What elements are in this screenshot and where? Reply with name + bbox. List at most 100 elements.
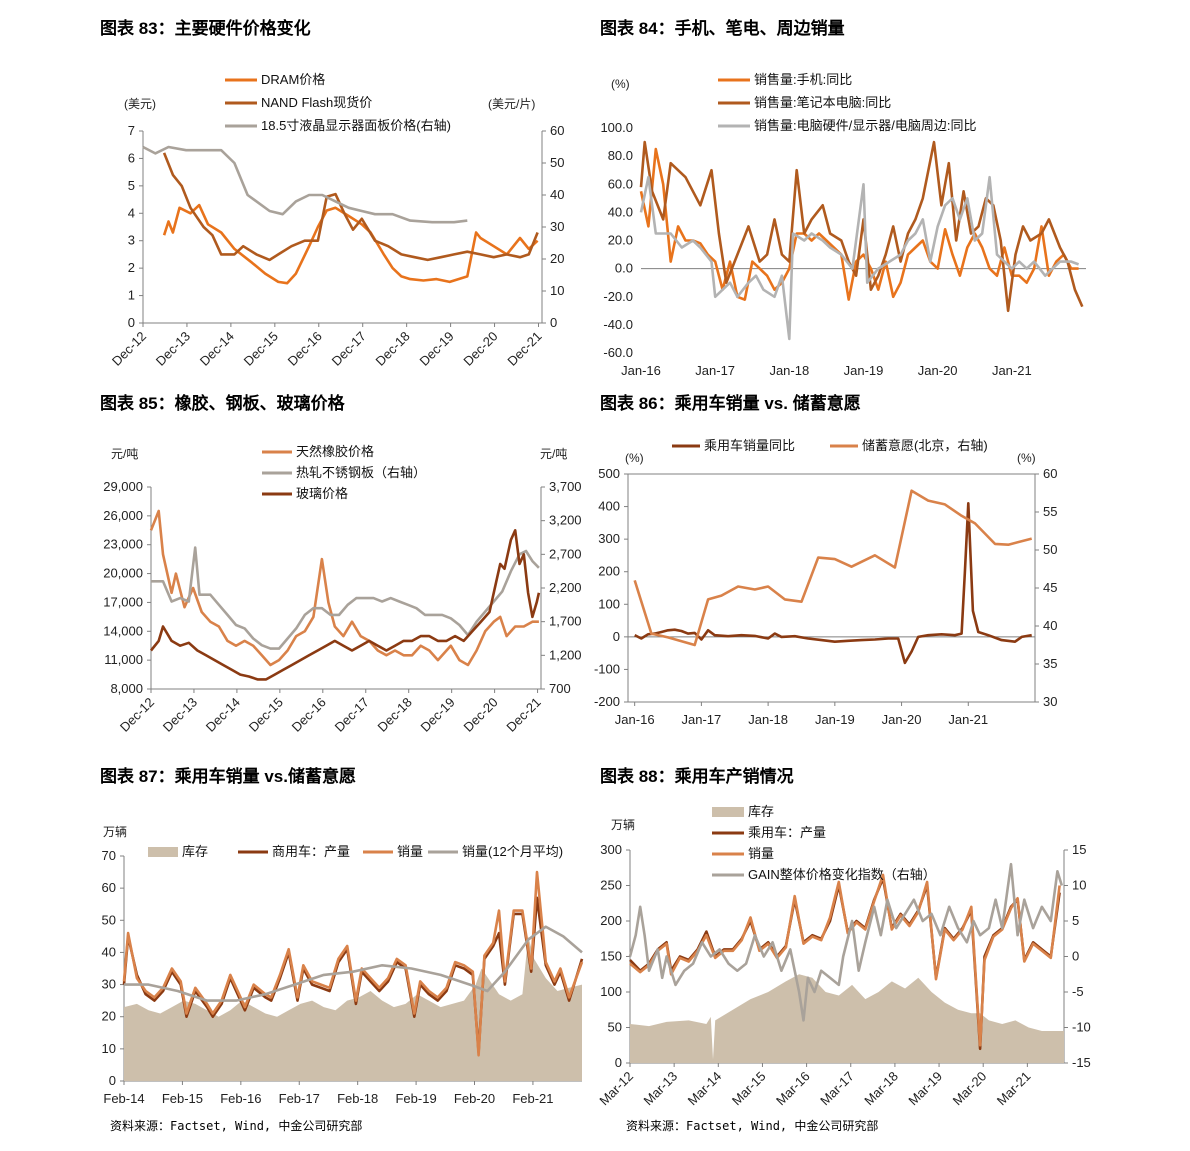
chart-84-title: 图表 84：手机、笔电、周边销量 [600,19,845,38]
c87-y-tick-label: 70 [102,848,116,863]
c88-y-tick-label: 0 [615,1055,622,1070]
c85-x-tick-label: Dec-19 [418,695,458,735]
c88-x-tick-label: Mar-18 [861,1069,901,1109]
c85-y2-tick-label: 1,200 [549,647,582,662]
c83-y2-tick-label: 20 [550,251,564,266]
c83-y2-tick-label: 0 [550,315,557,330]
c83-y-tick-label: 5 [128,178,135,193]
c85-right-unit: 元/吨 [540,447,567,461]
c83-y-tick-label: 1 [128,288,135,303]
c87-legend-label: 商用车：产量 [272,844,350,859]
c87-y-tick-label: 40 [102,944,116,959]
c84-y-tick-label: 80.0 [608,148,633,163]
c86-y2-tick-label: 55 [1043,504,1057,519]
c87-legend-label: 库存 [182,844,208,859]
c88-legend-label: 销量 [748,846,774,861]
c83-y-tick-label: 2 [128,260,135,275]
c88-x-tick-label: Mar-21 [994,1069,1034,1109]
c88-x-tick-label: Mar-15 [729,1069,769,1109]
c84-legend-label: 销售量:笔记本电脑:同比 [754,95,891,110]
c87-legend-label: 销量(12个月平均) [462,844,563,859]
c87-legend-label: 销量 [397,844,423,859]
chart-86-title: 图表 86：乘用车销量 vs. 储蓄意愿 [600,394,861,413]
c84-y-tick-label: -20.0 [603,289,633,304]
c86-y-tick-label: 200 [598,564,620,579]
c85-legend-label: 玻璃价格 [296,486,348,501]
c88-legend-label: 乘用车：产量 [748,825,826,840]
c88-series-2-line [628,862,1064,1022]
c84-y-tick-label: 20.0 [608,233,633,248]
c83-series-1-line [162,152,539,262]
c87-x-tick-label: Feb-19 [395,1091,436,1106]
c83-x-tick-label: Dec-19 [416,329,456,369]
c84-x-tick-label: Jan-20 [918,363,958,378]
c86-x-tick-label: Jan-17 [682,712,722,727]
c84-x-tick-label: Jan-19 [844,363,884,378]
c85-y2-tick-label: 2,700 [549,546,582,561]
c85-legend-label: 热轧不锈钢板（右轴） [296,465,426,480]
c85-y-tick-label: 29,000 [103,479,143,494]
c84-y-tick-label: 40.0 [608,204,633,219]
c84-legend-label: 销售量:手机:同比 [754,72,852,87]
c83-x-tick-label: Dec-21 [504,329,544,369]
c85-x-tick-label: Dec-16 [289,695,329,735]
c85-y-tick-label: 14,000 [103,623,143,638]
source-note-right: 资料来源：Factset, Wind, 中金公司研究部 [626,1119,879,1133]
c83-y2-tick-label: 50 [550,155,564,170]
c88-y2-tick-label: 15 [1072,842,1086,857]
c86-y-tick-label: -100 [594,661,620,676]
c86-x-tick-label: Jan-20 [882,712,922,727]
c88-y-tick-label: 100 [600,984,622,999]
c87-x-tick-label: Feb-16 [220,1091,261,1106]
c86-y-tick-label: 0 [613,629,620,644]
c85-x-tick-label: Dec-18 [375,695,415,735]
c88-legend-label: GAIN整体价格变化指数（右轴） [748,867,936,882]
c87-y-tick-label: 60 [102,880,116,895]
c88-x-tick-label: Mar-12 [596,1069,636,1109]
c85-series-2-line [149,529,541,681]
c85-y-tick-label: 8,000 [110,681,143,696]
c85-series-0-line [149,509,539,667]
c87-y-tick-label: 50 [102,912,116,927]
c86-x-tick-label: Jan-21 [948,712,988,727]
c85-y2-tick-label: 2,200 [549,580,582,595]
c85-legend-label: 天然橡胶价格 [296,444,374,459]
c88-y-tick-label: 300 [600,842,622,857]
c87-y-tick-label: 0 [109,1073,116,1088]
c86-right-unit: (%) [1017,451,1036,465]
c85-x-tick-label: Dec-15 [246,695,286,735]
c85-y-tick-label: 17,000 [103,594,143,609]
c88-legend-swatch [712,807,744,817]
c85-left-unit: 元/吨 [111,447,138,461]
c85-y-tick-label: 26,000 [103,508,143,523]
c85-x-tick-label: Dec-21 [503,695,543,735]
c88-y2-tick-label: 10 [1072,878,1086,893]
c83-y2-tick-label: 40 [550,187,564,202]
c86-y2-tick-label: 30 [1043,694,1057,709]
c83-left-unit: (美元) [124,97,156,111]
c88-legend-label: 库存 [748,804,774,819]
c87-x-tick-label: Feb-20 [454,1091,495,1106]
c87-x-tick-label: Feb-14 [103,1091,144,1106]
c84-x-tick-label: Jan-16 [621,363,661,378]
c83-legend-label: DRAM价格 [261,72,325,87]
c87-x-tick-label: Feb-21 [512,1091,553,1106]
c84-x-tick-label: Jan-18 [769,363,809,378]
c83-y-tick-label: 4 [128,205,135,220]
c86-y-tick-label: 400 [598,499,620,514]
c87-x-tick-label: Feb-17 [279,1091,320,1106]
c86-y-tick-label: 300 [598,531,620,546]
c87-legend-swatch [148,847,178,857]
c87-series-2-line [124,925,583,1002]
c83-y-tick-label: 0 [128,315,135,330]
c87-left-unit: 万辆 [103,825,127,839]
c88-y-tick-label: 250 [600,878,622,893]
c88-area-inventory [630,974,1064,1063]
c84-series-0-line [639,147,1079,301]
c83-x-tick-label: Dec-13 [153,329,193,369]
c88-y2-tick-label: 5 [1072,913,1079,928]
c88-x-tick-label: Mar-17 [817,1069,857,1109]
c87-series-1-line [122,870,584,1057]
c88-y-tick-label: 200 [600,913,622,928]
